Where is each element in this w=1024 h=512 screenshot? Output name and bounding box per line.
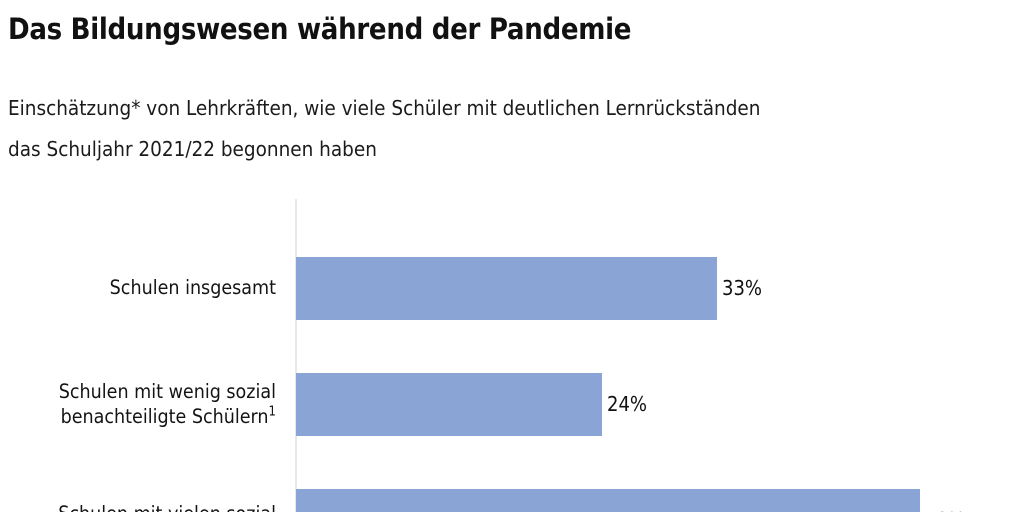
- bar-fill[interactable]: [296, 257, 717, 320]
- bar-track: [296, 257, 717, 320]
- bar-value-label: 48%: [925, 508, 965, 512]
- bar-category-label: Schulen mit vielen sozial: [0, 501, 276, 512]
- bar-row: Schulen mit vielen sozial 48%: [0, 489, 1024, 512]
- bar-category-label: Schulen insgesamt: [109, 276, 276, 299]
- bar-row: Schulen insgesamt 33%: [0, 257, 1024, 320]
- bar-category-label-line-2: benachteiligte Schülern: [60, 405, 269, 428]
- bar-track: [296, 489, 920, 512]
- chart-subtitle-line-1: Einschätzung* von Lehrkräften, wie viele…: [8, 96, 761, 120]
- chart-subtitle: Einschätzung* von Lehrkräften, wie viele…: [8, 88, 1024, 170]
- footnote-marker: 1: [268, 404, 276, 420]
- bar-track: [296, 373, 602, 436]
- bar-value-label: 33%: [722, 276, 762, 300]
- bar-category-label: Schulen mit wenig sozial benachteiligte S…: [0, 379, 276, 429]
- page-title: Das Bildungswesen während der Pandemie: [8, 12, 632, 46]
- bar-value-label: 24%: [607, 392, 647, 416]
- bar-fill[interactable]: [296, 489, 920, 512]
- chart-subtitle-line-2: das Schuljahr 2021/22 begonnen haben: [8, 137, 377, 161]
- bar-category-label-line-1: Schulen mit wenig sozial: [58, 380, 276, 403]
- category-axis-line: [295, 199, 297, 512]
- bar-fill[interactable]: [296, 373, 602, 436]
- bar-row: Schulen mit wenig sozial benachteiligte S…: [0, 373, 1024, 436]
